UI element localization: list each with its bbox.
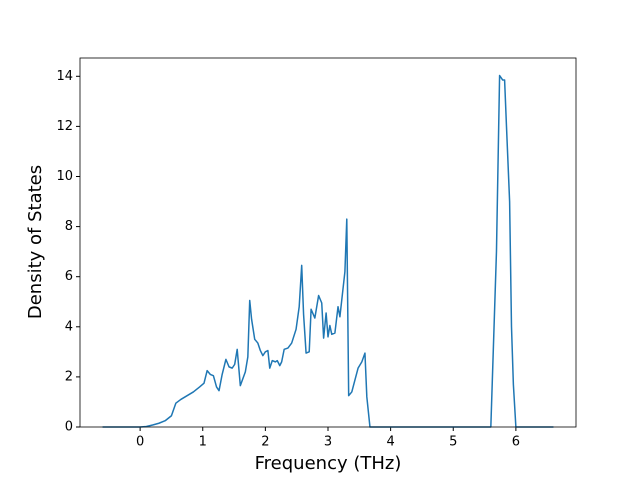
line-series (102, 74, 554, 428)
x-tick-label: 4 (386, 435, 394, 450)
y-tick-label: 0 (65, 420, 73, 435)
x-axis-label: Frequency (THz) (255, 453, 402, 474)
x-tick-label: 1 (199, 435, 207, 450)
x-tick-label: 0 (136, 435, 144, 450)
x-tick-label: 3 (324, 435, 332, 450)
y-tick-label: 4 (65, 319, 73, 334)
x-tick-label: 6 (512, 435, 520, 450)
x-tick-label: 5 (449, 435, 457, 450)
y-tick-label: 12 (56, 119, 73, 134)
y-tick-label: 2 (65, 369, 73, 384)
x-tick-label: 2 (261, 435, 269, 450)
y-tick-label: 8 (65, 219, 73, 234)
y-tick-label: 14 (56, 69, 73, 84)
y-axis-label: Density of States (25, 165, 46, 319)
y-tick-label: 6 (65, 269, 73, 284)
y-tick-label: 10 (56, 169, 73, 184)
plot-frame (79, 57, 577, 428)
